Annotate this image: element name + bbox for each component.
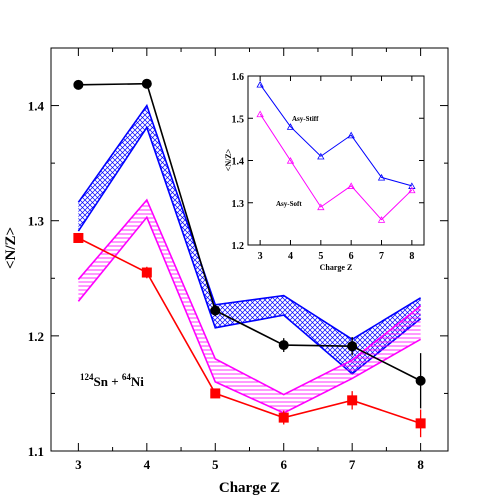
annotation-symbol-1: Sn + [94, 374, 122, 389]
series-0-point [347, 341, 358, 352]
main-plot: 3 4 5 6 7 8 1.1 1.2 1.3 1.4 [28, 48, 448, 472]
x-tick-label: 6 [280, 457, 287, 472]
reaction-annotation: 124Sn + 64Ni [80, 372, 144, 389]
band-1-lower-line [77, 215, 422, 414]
inset-y-axis-title: <N/Z> [224, 148, 233, 171]
band-1-area [78, 199, 421, 414]
inset-series-1-point [256, 110, 264, 118]
inset-x-tick-label: 3 [258, 251, 263, 262]
inset-x-tick-label: 5 [318, 251, 323, 262]
x-tick-label: 4 [144, 457, 151, 472]
y-tick-label: 1.1 [28, 444, 44, 459]
inset-label-asy-stiff: Asy-Stiff [292, 115, 319, 123]
inset-series-0-point [317, 152, 325, 160]
inset-series-1-line [259, 113, 413, 221]
y-tick-label: 1.2 [28, 329, 44, 344]
series-1-line [78, 237, 421, 425]
band-0-upper-line [77, 103, 422, 341]
y-tick-label: 1.4 [28, 99, 45, 114]
inset-series-1-point [286, 156, 295, 164]
annotation-mass-1: 124 [80, 372, 94, 382]
inset-series-1-point [408, 186, 416, 194]
series-1-point [73, 232, 84, 243]
inset-series-0-point [408, 182, 416, 189]
inset-series-0-point [286, 123, 295, 130]
main-x-axis-title: Charge Z [219, 480, 280, 496]
series-0-point [415, 375, 426, 386]
series-1-point [347, 395, 358, 406]
annotation-symbol-2: Ni [131, 374, 144, 389]
y-tick-label: 1.3 [28, 214, 45, 229]
x-tick-label: 5 [212, 457, 219, 472]
inset-series-0-point [347, 131, 355, 139]
x-tick-label: 8 [417, 457, 424, 472]
series-1-point [141, 267, 152, 278]
series-0-point [278, 340, 289, 351]
inset-series-1-point [347, 182, 355, 189]
inset-y-tick-label: 1.3 [232, 199, 245, 210]
inset-series-0-point [256, 80, 264, 88]
annotation-mass-2: 64 [122, 372, 132, 382]
main-y-axis-title: <N/Z> [3, 227, 19, 269]
inset-plot: 3 4 5 6 7 8 1.2 1.3 1.4 1.5 1.6 [232, 72, 424, 262]
inset-y-tick-label: 1.2 [232, 241, 245, 252]
inset-frame [247, 75, 425, 246]
series-1-point [210, 388, 221, 399]
inset-x-tick-label: 7 [379, 251, 384, 262]
inset-y-tick-label: 1.5 [232, 114, 245, 125]
inset-series-0-point [377, 173, 386, 181]
series-0-point [210, 305, 221, 316]
series-0-point [73, 79, 84, 90]
band-1-upper-line [77, 198, 422, 396]
x-tick-label: 7 [349, 457, 356, 472]
inset-x-tick-label: 6 [349, 251, 354, 262]
series-1-point [415, 418, 426, 429]
series-0-line [78, 82, 421, 382]
inset-y-tick-label: 1.4 [232, 157, 245, 168]
x-tick-label: 3 [75, 457, 82, 472]
inset-series-1-point [377, 216, 386, 223]
inset-y-tick-label: 1.6 [232, 72, 245, 83]
series-1-point [278, 412, 289, 423]
inset-x-axis-title: Charge Z [320, 263, 353, 272]
inset-x-tick-label: 4 [288, 251, 293, 262]
series-0-point [141, 78, 152, 89]
inset-label-asy-soft: Asy-Soft [276, 200, 302, 208]
band-0-area [78, 105, 421, 374]
inset-series-0-line [259, 84, 412, 187]
inset-x-tick-label: 8 [409, 251, 414, 262]
inset-series-1-point [317, 203, 325, 211]
